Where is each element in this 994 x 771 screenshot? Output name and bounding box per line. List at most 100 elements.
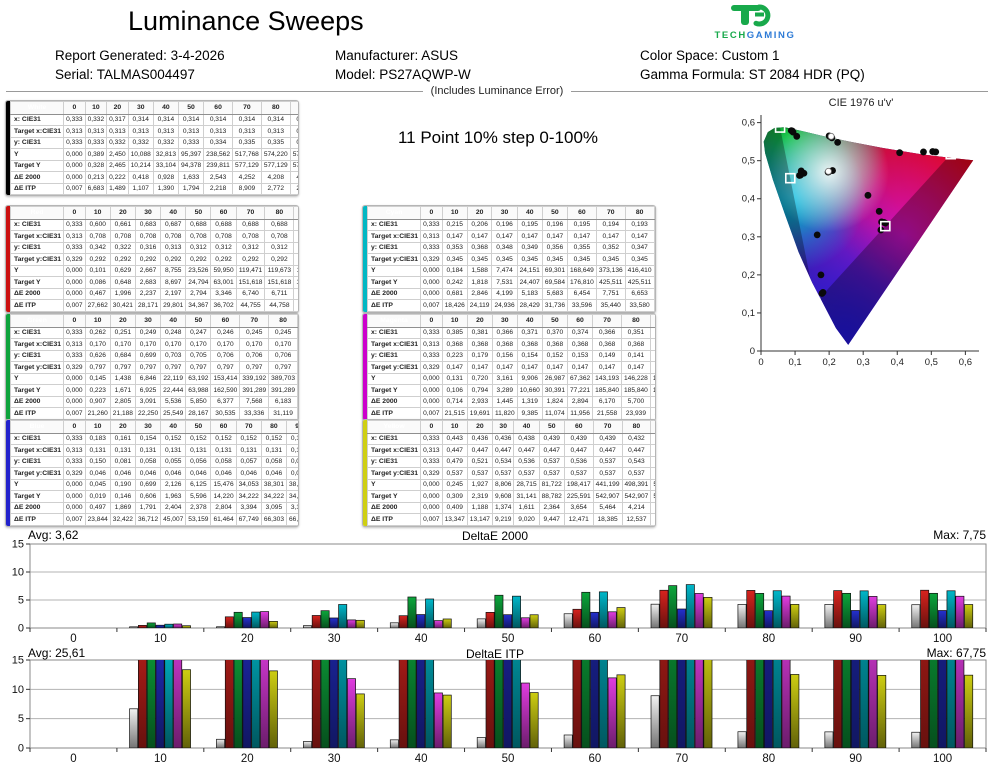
column-header: 70	[239, 314, 270, 328]
svg-text:90: 90	[849, 633, 862, 645]
bar-blue-90	[850, 610, 860, 628]
table-cell: 0,147	[541, 230, 568, 243]
table-cell: 0,335	[289, 136, 298, 149]
bar-magenta-80	[781, 660, 791, 748]
row-label: Y	[9, 148, 65, 161]
table-cell: 0,000	[420, 372, 443, 385]
table-cell: 4,178	[650, 501, 655, 514]
bar-yellow-30	[355, 693, 365, 748]
table-row: Target Y 0,000 0,242 1,818 7,531 24,407 69,584…	[366, 276, 655, 289]
row-label: Y	[366, 264, 422, 277]
table-cell: 0,368	[466, 241, 493, 254]
table-cell: 63,001	[210, 276, 237, 289]
table-cell: 1,489	[106, 182, 129, 195]
table-cell: 7,751	[595, 287, 626, 300]
table-cell: 34,222	[235, 490, 262, 503]
table-cell: 0,333	[63, 432, 86, 445]
model: Model: PS27AQWP-W	[335, 67, 471, 82]
table-cell: 0,313	[289, 125, 298, 138]
svg-text:50: 50	[502, 753, 515, 765]
table-cell: 0,374	[566, 326, 594, 339]
table-cell: 0,333	[63, 218, 86, 231]
target-marker-white	[825, 167, 832, 175]
table-cell: 0,046	[84, 467, 111, 480]
table-cell: 0,479	[441, 455, 468, 468]
table-cell: 151,618	[264, 276, 295, 289]
table-row: ΔE ITP 0,007 13,347 13,147 9,219 9,020 9,447 12…	[366, 513, 655, 526]
target-marker-yellow	[827, 132, 835, 140]
table-cell: 3,394	[235, 501, 262, 514]
table-cell: 0,245	[441, 478, 468, 491]
table-name-badge: Blue	[9, 420, 65, 434]
table-cell: 5,640	[649, 395, 655, 408]
deltae-itp-canvas: 0 5 10 15 0 10 20 30 40 50 60 70 80 90 100	[12, 655, 987, 765]
sweep-table-green: Green0102030405060708090100x: CIE310,333…	[5, 313, 299, 421]
report-generated: Report Generated: 3-4-2026	[55, 48, 225, 63]
table-row: Target x:CIE31 0,313 0,131 0,131 0,131 0,131 0…	[9, 444, 298, 457]
table-cell: 0,797	[109, 361, 136, 374]
table-cell: 0,046	[210, 467, 237, 480]
table-cell: 0,000	[420, 478, 443, 491]
bar-red-10	[138, 625, 147, 628]
bar-red-20	[224, 660, 234, 748]
row-label: ΔE ITP	[366, 299, 422, 312]
table-cell: 13,147	[466, 513, 493, 526]
table-cell: 162,590	[210, 384, 241, 397]
table-cell: 30,391	[541, 384, 568, 397]
table-cell: 2,749	[289, 182, 298, 195]
svg-text:0,3: 0,3	[857, 357, 870, 368]
column-header: 20	[106, 101, 129, 115]
table-cell: 0,443	[441, 432, 468, 445]
bar-cyan-60	[598, 660, 608, 748]
bar-white-90	[824, 604, 834, 628]
table-cell: 0,606	[134, 490, 162, 503]
table-cell: 0,368	[566, 338, 594, 351]
row-label: ΔE ITP	[366, 407, 422, 420]
table-cell: 0,794	[466, 384, 493, 397]
svg-text:0: 0	[750, 346, 755, 357]
table-cell: 0,147	[541, 361, 568, 374]
svg-text:10: 10	[154, 633, 167, 645]
table-cell: 0,081	[109, 455, 136, 468]
table-cell: 0,447	[538, 444, 565, 457]
table-cell: 0,196	[491, 218, 518, 231]
column-header: 50	[177, 101, 205, 115]
table-cell: 0,537	[466, 467, 493, 480]
row-label: y: CIE31	[9, 455, 65, 468]
svg-text:0,1: 0,1	[788, 357, 801, 368]
bar-magenta-60	[607, 611, 617, 628]
table-cell: 0,170	[84, 338, 111, 351]
table-cell: 0,007	[63, 513, 86, 526]
table-cell: 69,301	[541, 264, 568, 277]
gamma-formula: Gamma Formula: ST 2084 HDR (PQ)	[640, 67, 865, 82]
table-cell: 0,928	[152, 171, 179, 184]
table-cell: 66,896	[285, 513, 298, 526]
table-cell: 0,312	[235, 241, 266, 254]
table-cell: 6,740	[235, 287, 266, 300]
table-cell: 0,684	[109, 349, 136, 362]
table-cell: 168,649	[566, 264, 597, 277]
bar-blue-100	[937, 660, 947, 748]
table-cell: 0,497	[84, 501, 111, 514]
table-cell: 53,159	[185, 513, 212, 526]
measured-point-blue	[817, 271, 825, 279]
table-cell: 0,131	[84, 444, 111, 457]
table-cell: 0,170	[268, 338, 298, 351]
table-row: ΔE ITP 0,007 18,426 24,119 24,936 28,429 31,73…	[366, 299, 655, 312]
table-cell: 0,046	[160, 467, 187, 480]
table-cell: 0,536	[513, 455, 540, 468]
bar-white-40	[389, 622, 399, 628]
table-cell: 0,000	[420, 490, 443, 503]
table-cell: 146,228	[621, 372, 651, 385]
table-cell: 0,600	[84, 218, 111, 231]
table-cell: 0,058	[285, 455, 298, 468]
table-row: ΔE 2000 0,000 0,907 2,805 3,091 5,536 5,850 6,3…	[9, 395, 298, 408]
table-cell: 0,292	[264, 253, 295, 266]
table-cell: 0,152	[285, 432, 298, 445]
svg-text:0,6: 0,6	[959, 357, 972, 368]
table-cell: 22,119	[160, 372, 187, 385]
table-row: Target Y 0,000 0,086 0,648 2,683 8,697 24,794 6…	[9, 276, 298, 289]
bar-yellow-30	[355, 619, 365, 628]
table-cell: 0,292	[185, 253, 212, 266]
table-row: Target y:CIE31 0,329 0,147 0,147 0,147 0,147 0…	[366, 361, 655, 374]
